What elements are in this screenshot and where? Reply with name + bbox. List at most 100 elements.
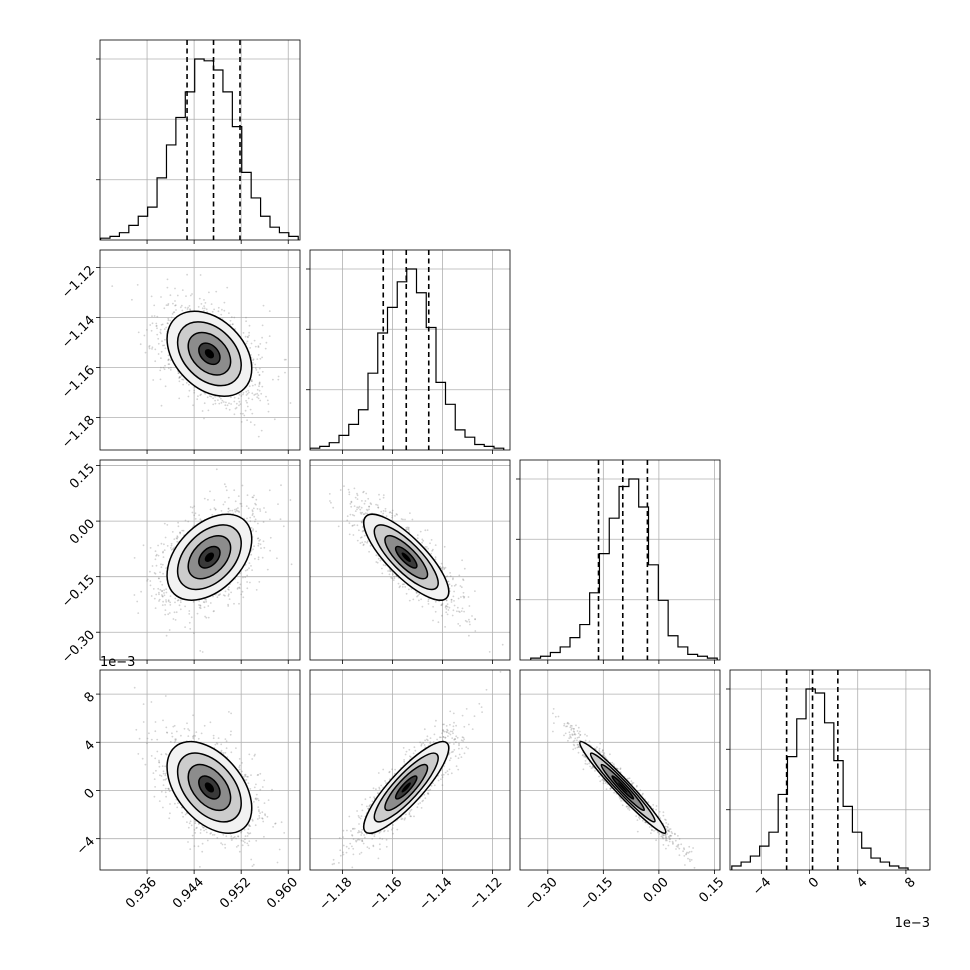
- sample-point: [249, 421, 252, 424]
- contour-3: [166, 513, 253, 601]
- sample-point: [353, 505, 356, 507]
- sample-point: [193, 391, 196, 394]
- sample-point: [185, 382, 188, 384]
- panel-frame: [99, 249, 301, 451]
- sample-point: [151, 346, 154, 349]
- sample-point: [256, 508, 259, 510]
- sample-point: [253, 545, 256, 548]
- sample-point: [239, 403, 242, 405]
- sample-point: [166, 278, 169, 281]
- sample-point: [165, 567, 168, 570]
- sample-point: [182, 378, 185, 381]
- sample-point: [203, 724, 206, 727]
- sample-point: [382, 510, 385, 512]
- sample-point: [198, 604, 200, 606]
- sample-point: [229, 509, 231, 512]
- sample-point: [230, 591, 233, 594]
- sample-point: [208, 395, 211, 397]
- sample-point: [199, 828, 202, 831]
- sample-point: [235, 508, 238, 510]
- sample-point: [259, 543, 262, 546]
- sample-point: [228, 598, 231, 600]
- sample-point: [146, 329, 148, 331]
- sample-point: [377, 557, 380, 560]
- contour-1: [187, 534, 232, 580]
- sample-point: [362, 513, 365, 516]
- sample-point: [264, 511, 267, 513]
- sample-point: [246, 835, 249, 837]
- sample-point: [159, 571, 161, 574]
- sample-point: [255, 783, 257, 786]
- sample-point: [391, 509, 394, 512]
- sample-point: [361, 530, 364, 533]
- sample-point: [162, 784, 165, 787]
- sample-point: [214, 402, 217, 405]
- sample-point: [179, 376, 182, 378]
- sample-point: [268, 489, 271, 492]
- sample-point: [269, 518, 271, 521]
- sample-point: [235, 509, 238, 512]
- sample-point: [407, 526, 410, 529]
- sample-point: [220, 313, 223, 316]
- sample-point: [418, 593, 421, 596]
- sample-point: [223, 301, 226, 304]
- sample-point: [366, 512, 369, 515]
- sample-point: [241, 770, 243, 773]
- sample-point: [137, 753, 140, 755]
- sample-point: [202, 601, 205, 603]
- sample-point: [263, 779, 266, 782]
- sample-point: [158, 759, 160, 762]
- sample-point: [363, 513, 366, 515]
- sample-point: [199, 394, 202, 397]
- sample-point: [453, 584, 456, 587]
- sample-point: [254, 367, 257, 370]
- sample-point: [389, 511, 392, 514]
- sample-point: [170, 316, 173, 319]
- sample-point: [214, 399, 217, 402]
- sample-point: [244, 335, 247, 338]
- sample-point: [237, 844, 240, 847]
- sample-point: [446, 605, 449, 608]
- sample-point: [409, 512, 411, 514]
- sample-point: [387, 570, 389, 572]
- sample-point: [146, 580, 149, 582]
- sample-point: [169, 294, 172, 297]
- sample-point: [177, 521, 180, 524]
- sample-point: [382, 496, 385, 499]
- sample-point: [199, 650, 202, 652]
- sample-point: [193, 389, 196, 392]
- sample-point: [462, 579, 465, 582]
- sample-point: [242, 412, 244, 415]
- sample-point: [404, 518, 406, 521]
- sample-point: [159, 331, 162, 334]
- sample-point: [248, 840, 251, 843]
- sample-point: [169, 601, 172, 604]
- sample-point: [246, 494, 249, 497]
- sample-point: [276, 557, 278, 560]
- sample-point: [259, 508, 261, 510]
- sample-point: [350, 500, 353, 503]
- sample-point: [348, 493, 351, 496]
- sample-point: [167, 303, 170, 305]
- sample-point: [356, 494, 359, 497]
- sample-point: [246, 842, 249, 845]
- sample-point: [441, 603, 444, 605]
- sample-point: [233, 489, 236, 492]
- sample-point: [360, 506, 363, 509]
- sample-point: [246, 587, 249, 590]
- sample-point: [258, 381, 261, 384]
- sample-point: [328, 493, 331, 495]
- sample-point: [212, 397, 215, 400]
- sample-point: [169, 803, 171, 805]
- sample-point: [250, 553, 253, 556]
- sample-point: [460, 596, 462, 598]
- sample-point: [277, 378, 280, 381]
- sample-point: [198, 600, 201, 602]
- sample-point: [154, 348, 157, 351]
- sample-point: [265, 341, 268, 344]
- sample-point: [246, 568, 249, 571]
- sample-point: [256, 797, 259, 800]
- sample-point: [142, 703, 145, 705]
- sample-point: [188, 305, 191, 307]
- sample-point: [452, 578, 454, 581]
